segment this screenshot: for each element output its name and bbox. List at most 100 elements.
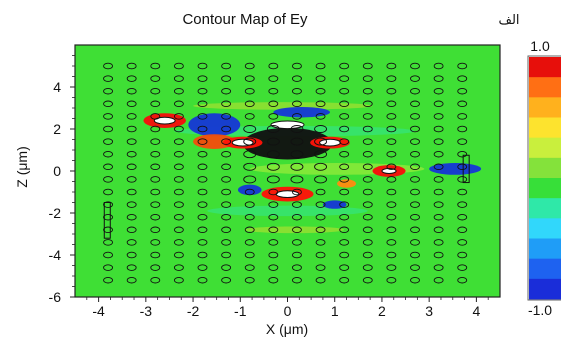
hole-13-17 bbox=[410, 276, 420, 284]
hole-3-4 bbox=[173, 113, 184, 120]
hole-15-7 bbox=[457, 150, 468, 158]
hole-0-0 bbox=[103, 62, 114, 70]
hole-0-1 bbox=[103, 75, 114, 82]
plot-clipped-content bbox=[75, 45, 500, 297]
hole-12-3 bbox=[386, 100, 397, 108]
x-tick-label-4: 0 bbox=[284, 303, 292, 319]
hole-13-14 bbox=[410, 239, 420, 246]
hole-7-4 bbox=[268, 113, 279, 120]
colorbar-swatch-6 bbox=[529, 178, 561, 199]
hole-8-17 bbox=[291, 276, 302, 284]
chart-title: Contour Map of Ey bbox=[182, 11, 308, 28]
hole-11-4 bbox=[362, 113, 373, 120]
hole-11-2 bbox=[362, 87, 373, 95]
hole-2-8 bbox=[150, 163, 161, 171]
hole-9-5 bbox=[314, 125, 328, 133]
hole-12-8 bbox=[386, 163, 397, 171]
hole-2-5 bbox=[150, 125, 161, 133]
hole-10-8 bbox=[339, 163, 350, 171]
hole-8-13 bbox=[291, 226, 302, 234]
hole-4-1 bbox=[197, 75, 208, 82]
hole-6-14 bbox=[244, 239, 255, 246]
hole-6-9 bbox=[243, 175, 257, 184]
hole-9-7 bbox=[314, 150, 328, 159]
x-tick-label-6: 2 bbox=[378, 303, 386, 319]
hole-6-4 bbox=[244, 113, 255, 120]
hole-8-12 bbox=[291, 213, 302, 221]
white-region-4 bbox=[275, 190, 300, 198]
hole-0-13 bbox=[103, 226, 114, 234]
hole-0-17 bbox=[103, 276, 114, 284]
hole-1-1 bbox=[126, 75, 137, 82]
hole-14-12 bbox=[433, 213, 444, 221]
hole-9-9 bbox=[314, 175, 328, 184]
hole-15-11 bbox=[457, 201, 468, 208]
hole-3-10 bbox=[173, 188, 184, 196]
hole-1-12 bbox=[126, 213, 137, 221]
hole-11-9 bbox=[362, 176, 373, 183]
hole-7-14 bbox=[268, 239, 279, 246]
hole-14-5 bbox=[433, 125, 444, 133]
hole-15-8 bbox=[457, 163, 468, 171]
hole-0-11 bbox=[103, 201, 114, 208]
hole-8-14 bbox=[291, 239, 302, 246]
hole-10-17 bbox=[339, 276, 350, 284]
hole-11-10 bbox=[362, 188, 373, 196]
hole-15-4 bbox=[457, 113, 468, 120]
colorbar-swatch-3 bbox=[529, 117, 561, 139]
hole-5-9 bbox=[221, 176, 232, 183]
hole-9-12 bbox=[315, 213, 326, 221]
hole-6-11 bbox=[244, 201, 255, 208]
hole-10-16 bbox=[339, 264, 350, 271]
hole-5-17 bbox=[221, 276, 232, 284]
hole-1-17 bbox=[126, 276, 137, 284]
hole-10-15 bbox=[339, 251, 350, 259]
hole-10-4 bbox=[339, 113, 350, 120]
hole-13-2 bbox=[410, 87, 420, 95]
hole-7-7 bbox=[266, 150, 280, 159]
field-blob-9 bbox=[429, 163, 482, 175]
hole-10-11 bbox=[339, 201, 350, 208]
hole-6-3 bbox=[244, 100, 255, 108]
hole-12-10 bbox=[386, 188, 397, 196]
field-accent-band-2 bbox=[207, 205, 368, 217]
hole-6-8 bbox=[243, 162, 257, 171]
right-waveguide-marker bbox=[462, 154, 470, 184]
hole-0-6 bbox=[103, 138, 114, 145]
hole-2-16 bbox=[150, 264, 161, 271]
hole-13-5 bbox=[410, 125, 420, 133]
hole-11-14 bbox=[362, 239, 373, 246]
hole-6-2 bbox=[244, 87, 255, 95]
hole-3-12 bbox=[173, 213, 184, 221]
hole-2-17 bbox=[150, 276, 161, 284]
hole-0-8 bbox=[103, 163, 114, 171]
hole-12-0 bbox=[386, 62, 397, 70]
hole-2-4 bbox=[150, 113, 161, 120]
plot-layer bbox=[74, 44, 501, 298]
hole-12-6 bbox=[386, 138, 397, 145]
x-axis-title: X (μm) bbox=[266, 321, 308, 337]
field-blob-7 bbox=[273, 106, 330, 118]
hole-13-13 bbox=[410, 226, 420, 234]
hole-8-4 bbox=[291, 113, 302, 120]
hole-1-3 bbox=[126, 100, 137, 108]
hole-4-5 bbox=[197, 125, 208, 133]
hole-3-9 bbox=[173, 176, 184, 183]
hole-12-9 bbox=[386, 176, 397, 183]
hole-11-16 bbox=[362, 264, 373, 271]
hole-15-6 bbox=[457, 138, 468, 145]
hole-11-5 bbox=[362, 125, 373, 133]
hole-3-16 bbox=[173, 264, 184, 271]
hole-10-12 bbox=[339, 213, 350, 221]
y-tick-label-0: -6 bbox=[49, 289, 62, 305]
hole-12-2 bbox=[386, 87, 397, 95]
hole-15-9 bbox=[457, 176, 468, 183]
hole-13-1 bbox=[410, 75, 420, 82]
hole-1-14 bbox=[126, 239, 137, 246]
hole-7-8 bbox=[266, 162, 280, 171]
hole-9-2 bbox=[315, 87, 326, 95]
hole-13-8 bbox=[410, 163, 420, 171]
hole-6-12 bbox=[244, 213, 255, 221]
hole-15-17 bbox=[457, 276, 468, 284]
hole-12-13 bbox=[386, 226, 397, 234]
